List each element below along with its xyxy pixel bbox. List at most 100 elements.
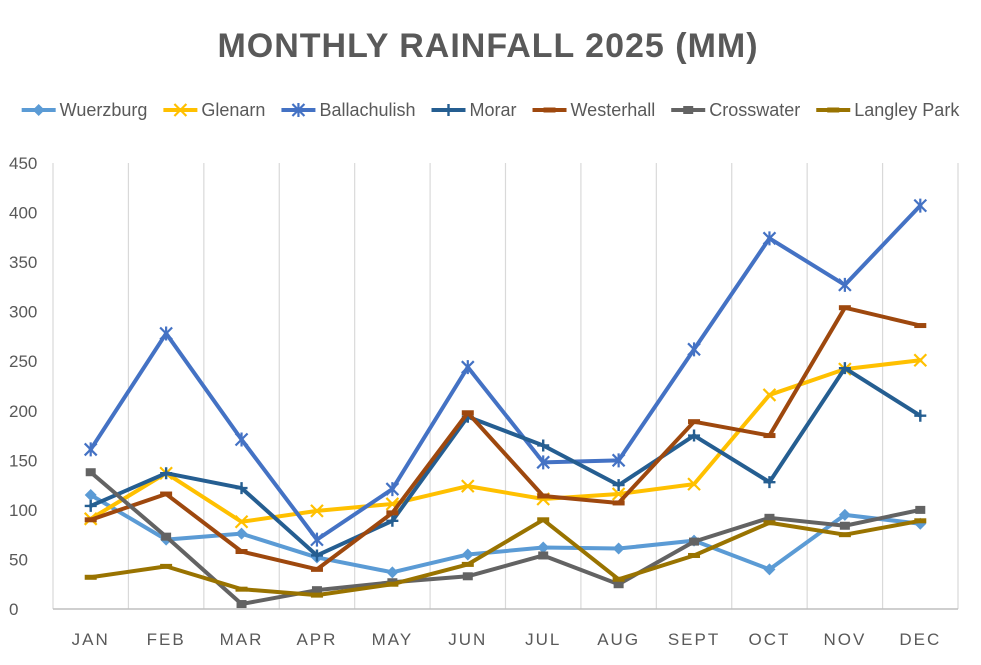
- legend-item-morar: Morar: [431, 100, 517, 120]
- data-point-crosswater: [85, 468, 96, 477]
- y-tick-label: 250: [9, 352, 37, 371]
- x-tick-label: JUN: [448, 630, 487, 649]
- data-point-glenarn: [234, 515, 249, 529]
- data-point-morar: [763, 476, 776, 489]
- data-point-wuerzburg: [838, 508, 851, 521]
- legend-label: Westerhall: [571, 100, 656, 120]
- y-tick-label: 200: [9, 402, 37, 421]
- data-point-glenarn: [310, 504, 324, 518]
- legend-marker: [683, 106, 694, 114]
- x-tick-label: JAN: [72, 630, 110, 649]
- legend-item-glenarn: Glenarn: [163, 100, 265, 120]
- data-point-glenarn: [762, 388, 777, 402]
- data-point-glenarn: [687, 477, 701, 491]
- data-point-morar: [914, 409, 927, 422]
- data-point-langley-park: [386, 581, 399, 587]
- data-point-ballachulish: [536, 455, 550, 470]
- y-tick-label: 50: [9, 550, 28, 569]
- data-point-westerhall: [763, 433, 776, 439]
- data-point-morar: [386, 514, 399, 527]
- data-point-morar: [612, 479, 625, 492]
- x-tick-label: MAR: [220, 630, 264, 649]
- data-point-crosswater: [689, 537, 700, 546]
- data-point-crosswater: [538, 551, 549, 560]
- legend-label: Langley Park: [854, 100, 960, 120]
- series-line-morar: [88, 366, 923, 558]
- axes: 0 50 100 150 200 250 300 350 400 450 JAN FEB MAR APR M…: [9, 154, 958, 649]
- series-layer: [83, 198, 928, 609]
- data-point-wuerzburg: [537, 541, 550, 554]
- data-point-langley-park: [838, 532, 851, 538]
- data-point-ballachulish: [234, 432, 249, 447]
- data-point-langley-park: [84, 574, 97, 580]
- x-tick-label: JUL: [525, 630, 561, 649]
- legend-item-westerhall: Westerhall: [532, 100, 656, 120]
- y-tick-label: 150: [9, 451, 37, 470]
- data-point-westerhall: [386, 510, 399, 516]
- data-point-crosswater: [236, 600, 247, 609]
- data-point-wuerzburg: [461, 548, 474, 561]
- x-tick-label: DEC: [899, 630, 941, 649]
- legend: Wuerzburg Glenarn Ballachulish Morar Westerh…: [21, 100, 960, 120]
- series-line-westerhall: [88, 305, 923, 572]
- data-point-langley-park: [537, 517, 550, 523]
- data-point-ballachulish: [838, 277, 852, 292]
- series-line-langley-park: [88, 517, 923, 598]
- data-point-langley-park: [310, 592, 323, 598]
- data-point-ballachulish: [611, 453, 626, 468]
- data-point-wuerzburg: [386, 566, 399, 579]
- x-tick-label: FEB: [147, 630, 186, 649]
- data-point-westerhall: [310, 566, 323, 572]
- data-point-morar: [160, 467, 173, 480]
- data-point-ballachulish: [461, 360, 475, 375]
- data-point-crosswater: [915, 505, 926, 514]
- y-tick-label: 450: [9, 154, 37, 173]
- series-langley-park: [84, 517, 927, 598]
- data-point-westerhall: [84, 517, 97, 523]
- data-point-crosswater: [311, 586, 322, 595]
- legend-item-ballachulish: Ballachulish: [281, 100, 416, 120]
- data-point-ballachulish: [385, 482, 400, 497]
- data-point-glenarn: [461, 479, 475, 493]
- y-tick-label: 0: [9, 600, 18, 619]
- legend-label: Wuerzburg: [60, 100, 148, 120]
- chart-title: MONTHLY RAINFALL 2025 (MM): [217, 27, 758, 65]
- data-point-morar: [235, 482, 248, 495]
- legend-label: Crosswater: [709, 100, 800, 120]
- data-point-ballachulish: [310, 532, 324, 547]
- x-tick-label: OCT: [749, 630, 791, 649]
- data-point-morar: [310, 549, 323, 562]
- data-point-westerhall: [688, 419, 701, 425]
- legend-item-crosswater: Crosswater: [671, 100, 800, 120]
- data-point-morar: [838, 362, 851, 375]
- data-point-crosswater: [839, 521, 850, 530]
- series-line-glenarn: [88, 358, 923, 524]
- series-ballachulish: [83, 198, 928, 547]
- data-point-ballachulish: [913, 198, 928, 213]
- data-point-westerhall: [612, 500, 625, 506]
- legend-marker: [543, 107, 556, 113]
- gridlines: [52, 163, 959, 609]
- series-line-wuerzburg: [88, 493, 923, 575]
- data-point-wuerzburg: [235, 527, 248, 540]
- y-tick-label: 400: [9, 204, 37, 223]
- data-point-westerhall: [160, 491, 173, 497]
- data-point-westerhall: [838, 305, 851, 311]
- data-point-crosswater: [764, 513, 775, 522]
- data-point-langley-park: [461, 561, 474, 567]
- legend-item-langley-park: Langley Park: [816, 100, 960, 120]
- data-point-wuerzburg: [84, 489, 97, 502]
- x-tick-label: APR: [296, 630, 337, 649]
- series-line-crosswater: [88, 470, 923, 607]
- y-tick-label: 100: [9, 501, 37, 520]
- data-point-crosswater: [613, 580, 624, 589]
- legend-label: Morar: [470, 100, 517, 120]
- data-point-morar: [84, 499, 97, 512]
- data-point-morar: [688, 429, 701, 442]
- legend-marker: [32, 104, 45, 116]
- data-point-crosswater: [161, 532, 172, 541]
- legend-marker: [827, 107, 840, 113]
- data-point-glenarn: [913, 353, 928, 368]
